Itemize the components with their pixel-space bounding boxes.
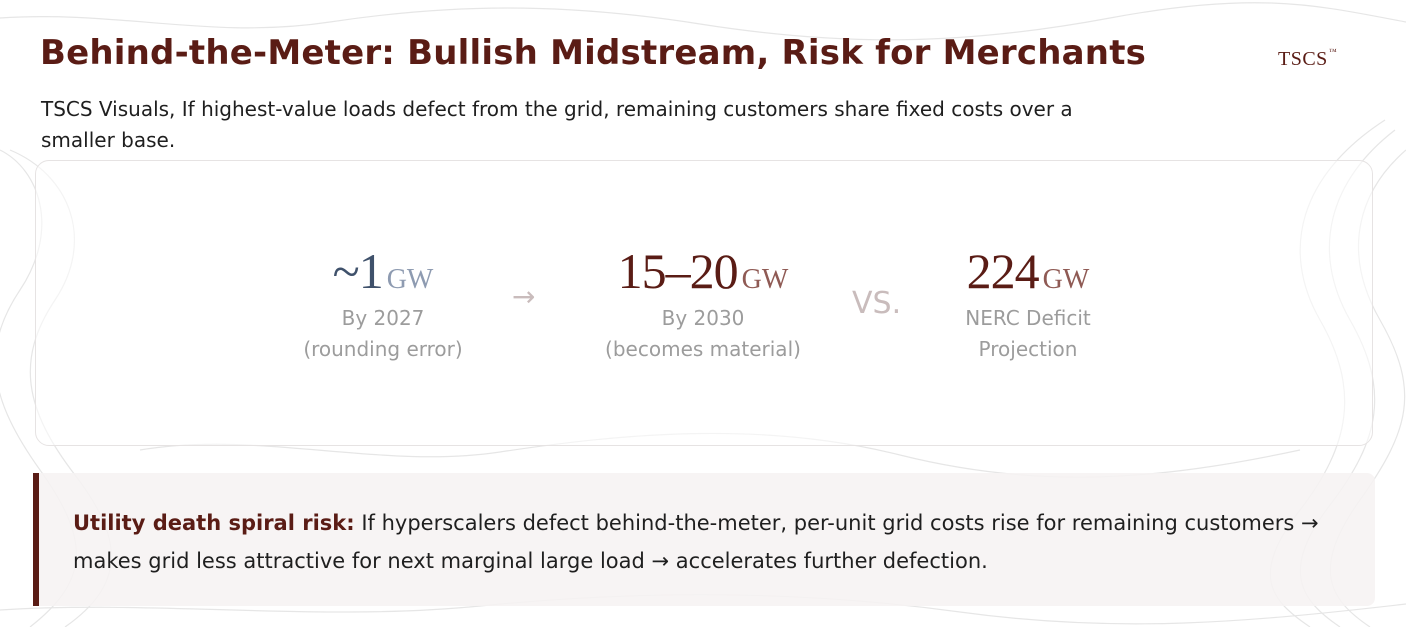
stat-label: NERC Deficit Projection xyxy=(868,303,1188,365)
callout-body: If hyperscalers defect behind-the-meter,… xyxy=(73,511,1319,573)
callout-label: Utility death spiral risk: xyxy=(73,511,355,535)
stat-number: 224 xyxy=(966,243,1040,299)
stat-value: ~1 GW xyxy=(223,240,543,302)
callout-accent-bar xyxy=(33,473,39,606)
stat-2030: 15–20 GW By 2030 (becomes material) xyxy=(543,240,863,365)
stat-unit: GW xyxy=(741,264,789,295)
stat-label-line-1: NERC Deficit xyxy=(965,306,1091,330)
stat-unit: GW xyxy=(386,264,434,295)
stat-label-line-1: By 2027 xyxy=(341,306,425,330)
stat-label-line-1: By 2030 xyxy=(661,306,745,330)
stat-nerc-deficit: 224 GW NERC Deficit Projection xyxy=(868,240,1188,365)
trademark-mark: ™ xyxy=(1328,47,1338,56)
stat-label-line-2: Projection xyxy=(978,337,1078,361)
stat-number: 15–20 xyxy=(617,243,739,299)
brand-logo: TSCS™ xyxy=(1278,47,1337,71)
stat-label: By 2027 (rounding error) xyxy=(223,303,543,365)
callout-text: Utility death spiral risk: If hyperscale… xyxy=(73,504,1343,580)
stat-number: ~1 xyxy=(332,243,384,299)
page-title: Behind-the-Meter: Bullish Midstream, Ris… xyxy=(40,33,1147,73)
page-subtitle: TSCS Visuals, If highest-value loads def… xyxy=(41,97,1073,152)
stat-label-line-2: (becomes material) xyxy=(605,337,801,361)
stat-label: By 2030 (becomes material) xyxy=(543,303,863,365)
stats-card xyxy=(35,160,1373,446)
arrow-icon: → xyxy=(512,280,536,313)
callout-box: Utility death spiral risk: If hyperscale… xyxy=(33,473,1375,606)
versus-label: VS. xyxy=(852,286,902,321)
brand-name: TSCS xyxy=(1278,48,1328,70)
stat-value: 224 GW xyxy=(868,240,1188,302)
stat-value: 15–20 GW xyxy=(543,240,863,302)
stat-2027: ~1 GW By 2027 (rounding error) xyxy=(223,240,543,365)
stat-label-line-2: (rounding error) xyxy=(303,337,463,361)
stat-unit: GW xyxy=(1042,264,1090,295)
